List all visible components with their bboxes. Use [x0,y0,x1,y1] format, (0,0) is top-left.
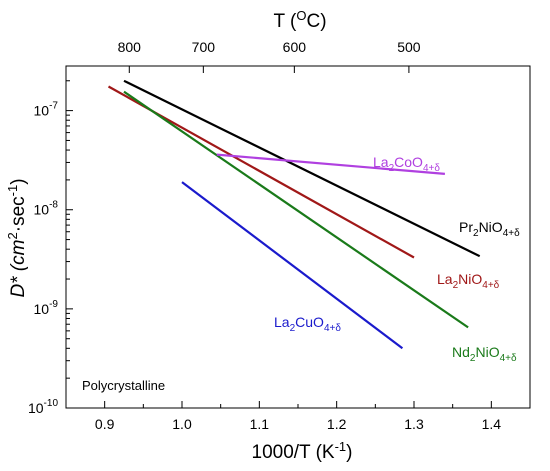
x-axis-title-close: ) [346,442,352,463]
series-label: La2CuO4+δ [274,314,341,334]
series-line [123,79,481,258]
top-axis-title: T (OC) [273,8,326,32]
annotation-polycrystalline: Polycrystalline [82,378,165,393]
x-tick-label: 1.3 [404,416,424,432]
series-line [123,90,469,329]
x-axis-title-sup: -1 [335,439,347,454]
series-labels-layer: Pr2NiO4+δ La2NiO4+δ Nd2NiO4+δ La2CoO4+δ La2C… [274,154,520,364]
y-axis-title-b: ·sec [8,196,29,232]
series-line [216,153,445,175]
top-tick-label: 800 [118,39,142,55]
series-label: Pr2NiO4+δ [459,219,520,239]
y-tick-label: 10-8 [34,200,59,218]
top-axis-title-main: T ( [273,11,297,32]
x-tick-label: 1.0 [172,416,192,432]
tick-labels-layer: 0.9 1.0 1.1 1.2 1.3 1.4 800 700 600 500 10-10 10-9 1… [28,39,501,432]
y-tick-label: 10-10 [28,398,58,416]
top-axis-title-sup: O [296,8,306,23]
x-tick-label: 1.4 [482,416,502,432]
top-tick-label: 600 [283,39,307,55]
x-tick-label: 1.1 [250,416,270,432]
top-axis-title-end: C) [306,11,326,32]
y-axis-title: D* (cm2·sec-1) [5,178,29,297]
y-axis-title-a: D* (cm [8,239,29,297]
series-label: La2NiO4+δ [437,271,500,291]
x-axis-title: 1000/T (K-1) [252,439,353,463]
series-label: Nd2NiO4+δ [452,344,517,364]
top-tick-label: 500 [397,39,421,55]
series-layer [107,79,481,350]
x-axis-title-main: 1000/T (K [252,442,335,463]
y-axis-title-sup1: 2 [5,232,20,239]
top-tick-label: 700 [192,39,216,55]
x-tick-label: 0.9 [95,416,115,432]
series-label: La2CoO4+δ [373,154,440,174]
y-tick-label: 10-7 [34,101,59,119]
ticks-layer [65,66,531,409]
y-tick-label: 10-9 [34,299,59,317]
y-axis-title-sup2: -1 [5,185,20,197]
y-axis-title-c: ) [8,178,29,184]
x-tick-label: 1.2 [327,416,347,432]
series-line [181,181,404,350]
